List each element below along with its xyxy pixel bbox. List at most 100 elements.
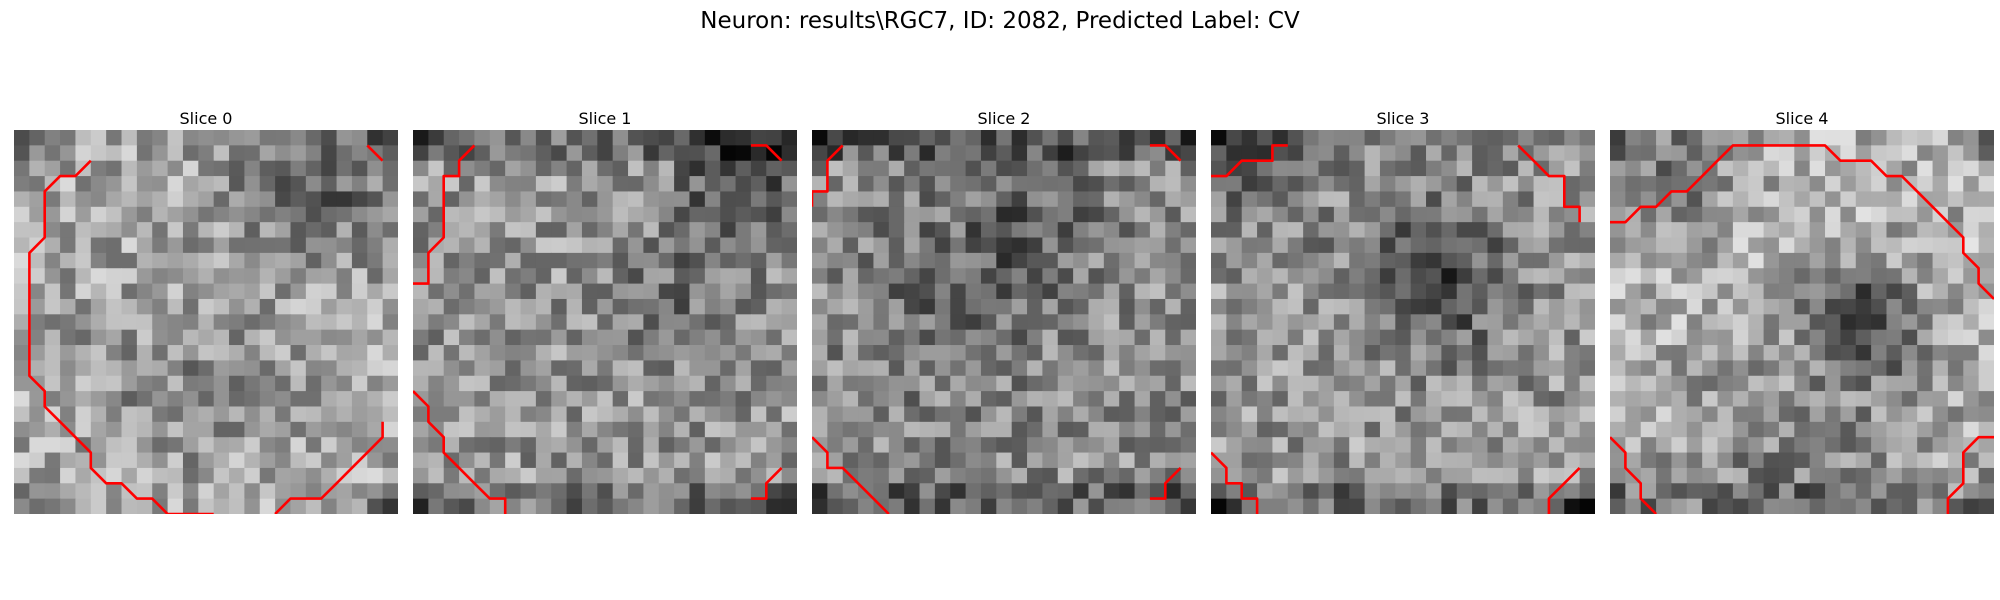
image-pixel (858, 206, 875, 223)
image-pixel (1472, 176, 1489, 193)
image-pixel (321, 130, 338, 146)
image-pixel (704, 252, 721, 269)
image-pixel (367, 160, 384, 177)
image-pixel (1533, 145, 1550, 162)
image-pixel (1610, 452, 1626, 469)
image-pixel (1778, 206, 1795, 223)
image-pixel (965, 222, 982, 239)
image-pixel (827, 329, 844, 346)
image-pixel (1932, 421, 1949, 438)
image-pixel (167, 375, 184, 392)
image-pixel (1533, 483, 1550, 500)
image-pixel (1241, 191, 1258, 208)
image-pixel (950, 283, 967, 300)
image-pixel (1226, 391, 1243, 408)
image-pixel (1395, 206, 1412, 223)
image-pixel (259, 145, 276, 162)
image-pixel (643, 206, 660, 223)
image-pixel (1640, 406, 1657, 423)
image-pixel (244, 237, 261, 254)
image-pixel (367, 421, 384, 438)
image-pixel (1717, 345, 1734, 361)
image-pixel (1011, 452, 1028, 469)
image-pixel (1395, 191, 1412, 208)
image-pixel (950, 130, 967, 146)
image-pixel (766, 406, 783, 423)
image-pixel (628, 145, 644, 162)
image-pixel (290, 298, 307, 315)
image-pixel (704, 176, 721, 193)
image-pixel (643, 145, 660, 162)
image-pixel (275, 160, 292, 177)
slice-panel-0: Slice 0 (14, 108, 398, 514)
image-pixel (1502, 391, 1519, 408)
image-pixel (1287, 206, 1304, 223)
image-pixel (14, 283, 30, 300)
image-pixel (919, 360, 936, 377)
image-pixel (551, 345, 568, 361)
image-pixel (1180, 452, 1196, 469)
image-pixel (612, 206, 629, 223)
image-pixel (1134, 452, 1151, 469)
image-pixel (1917, 437, 1934, 454)
image-pixel (14, 160, 30, 177)
image-pixel (1456, 176, 1473, 193)
image-pixel (336, 360, 353, 377)
image-pixel (934, 329, 951, 346)
image-pixel (1947, 237, 1964, 254)
image-pixel (1640, 191, 1657, 208)
image-pixel (1886, 268, 1903, 285)
image-pixel (1978, 452, 1994, 469)
image-pixel (121, 222, 138, 239)
image-pixel (1564, 283, 1581, 300)
image-pixel (535, 329, 552, 346)
image-pixel (1579, 498, 1595, 514)
image-pixel (597, 268, 614, 285)
image-pixel (75, 191, 92, 208)
image-pixel (904, 467, 921, 484)
image-pixel (888, 375, 905, 392)
image-pixel (1917, 206, 1934, 223)
image-pixel (842, 176, 859, 193)
image-pixel (1426, 345, 1442, 361)
image-pixel (29, 176, 46, 193)
image-pixel (873, 237, 890, 254)
image-pixel (1564, 222, 1581, 239)
image-pixel (1134, 268, 1151, 285)
image-pixel (1149, 345, 1166, 361)
image-pixel (980, 252, 997, 269)
image-pixel (1947, 191, 1964, 208)
image-pixel (1226, 406, 1243, 423)
image-pixel (90, 130, 107, 146)
image-pixel (934, 314, 951, 331)
image-pixel (198, 206, 215, 223)
image-pixel (1333, 176, 1350, 193)
image-pixel (1763, 191, 1780, 208)
image-pixel (689, 176, 706, 193)
image-pixel (904, 145, 921, 162)
image-pixel (351, 222, 368, 239)
image-pixel (29, 252, 46, 269)
image-pixel (1732, 329, 1749, 346)
image-pixel (827, 483, 844, 500)
image-pixel (182, 421, 199, 438)
image-pixel (121, 206, 138, 223)
image-pixel (873, 206, 890, 223)
image-pixel (1318, 437, 1335, 454)
image-pixel (1610, 421, 1626, 438)
image-pixel (1548, 206, 1565, 223)
image-pixel (382, 130, 398, 146)
image-pixel (90, 206, 107, 223)
image-pixel (244, 145, 261, 162)
image-pixel (520, 222, 537, 239)
image-pixel (1732, 237, 1749, 254)
image-pixel (152, 298, 169, 315)
image-pixel (1226, 483, 1243, 500)
image-pixel (459, 283, 476, 300)
image-pixel (888, 268, 905, 285)
image-pixel (1257, 145, 1274, 162)
image-pixel (1502, 160, 1519, 177)
image-pixel (1241, 360, 1258, 377)
image-pixel (1640, 206, 1657, 223)
image-pixel (1548, 222, 1565, 239)
